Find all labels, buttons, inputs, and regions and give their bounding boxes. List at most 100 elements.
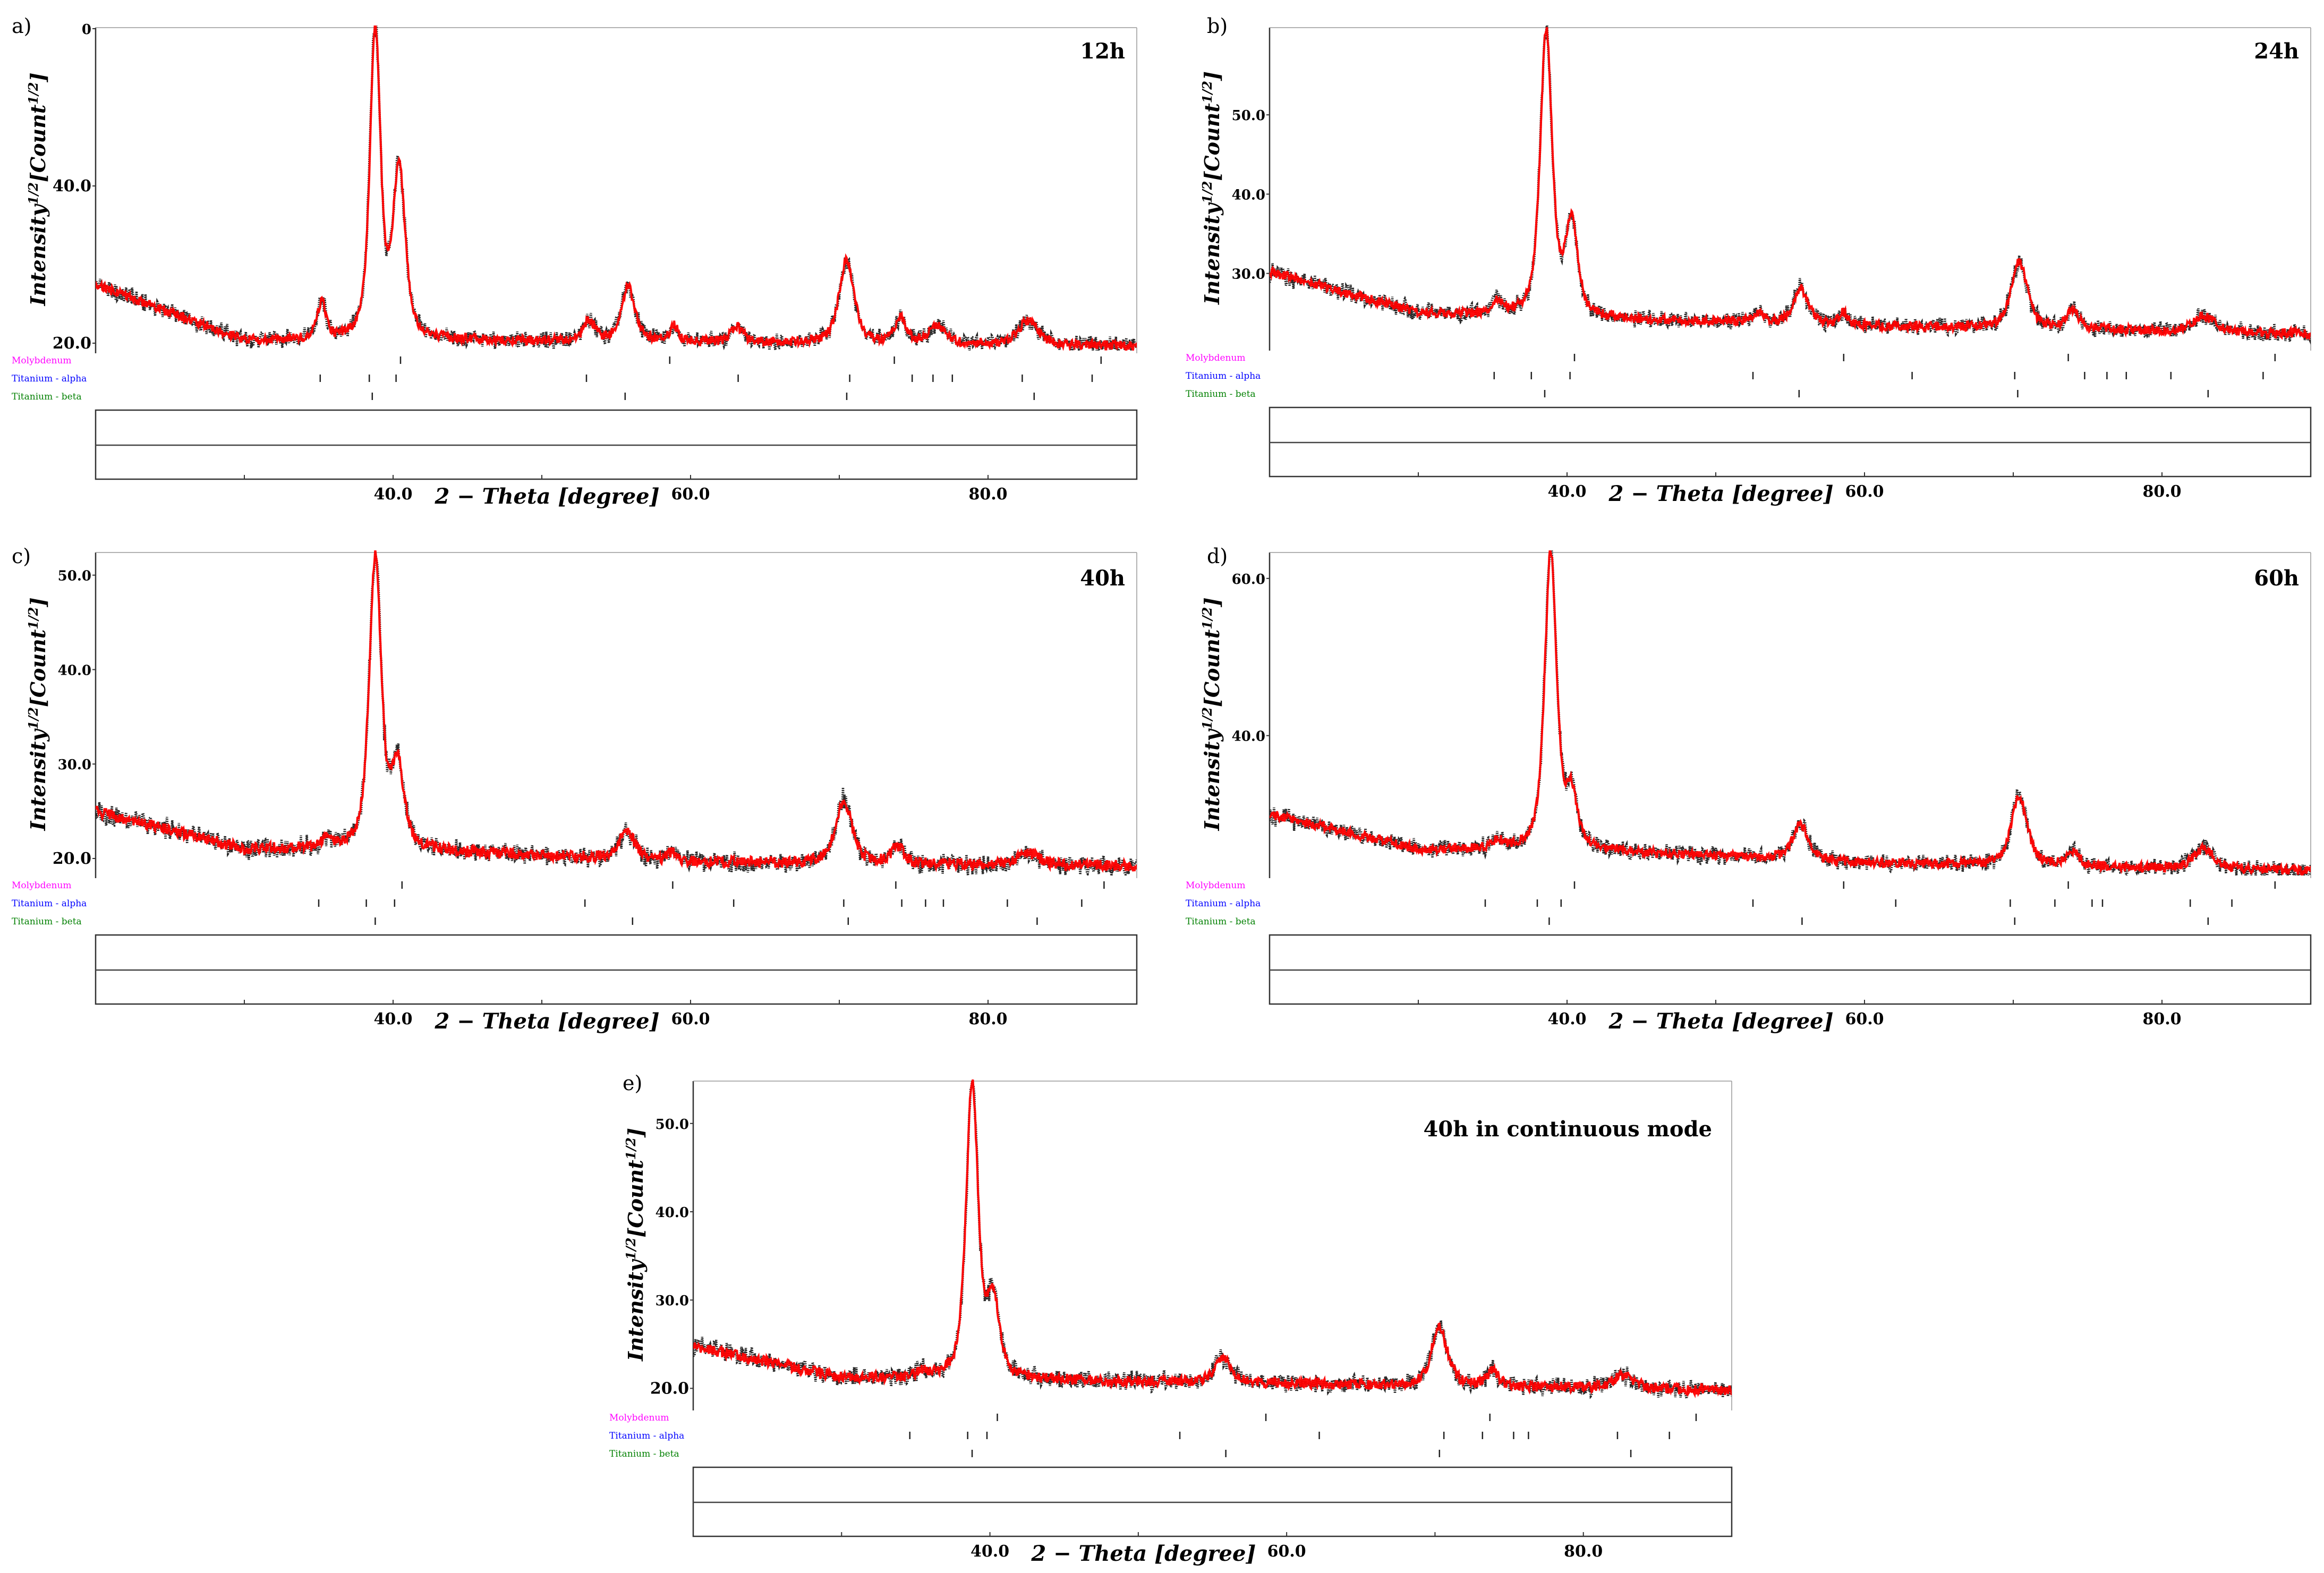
y-label-unit-exp: 1/2 <box>1199 607 1215 630</box>
phase-label: Titanium - alpha <box>609 1431 684 1441</box>
x-tick-label: 80.0 <box>1564 1542 1603 1561</box>
y-tick-label: 40.0 <box>53 177 91 195</box>
y-axis-label: Intensity1/2[Count1/2] <box>1199 71 1224 305</box>
panel-title: 40h in continuous mode <box>1424 1117 1712 1142</box>
x-tick-label: 80.0 <box>968 485 1007 504</box>
x-axis-label: 2 − Theta [degree] <box>1608 481 1833 506</box>
y-tick-label: 30.0 <box>1232 267 1265 283</box>
x-axis-label: 2 − Theta [degree] <box>434 484 659 509</box>
y-tick-label: 20.0 <box>53 849 91 868</box>
x-tick-label: 60.0 <box>671 1010 710 1028</box>
y-label-unit: [Count <box>1200 629 1224 707</box>
panel-title: 40h <box>1080 566 1125 591</box>
y-label-unit-close: ] <box>1200 598 1224 608</box>
x-axis-label: 2 − Theta [degree] <box>434 1009 659 1034</box>
y-tick-label: 0 <box>82 22 91 38</box>
panel-2: b)24h50.040.030.0Intensity1/2[Count1/2]M… <box>1186 14 2312 506</box>
phase-label: Titanium - alpha <box>1186 371 1261 381</box>
panel-5: e) 40h in continuous mode 50.0 40.0 30.0 20.0… <box>609 1072 1733 1566</box>
x-tick-label: 60.0 <box>1267 1542 1306 1561</box>
y-label-unit-exp: 1/2 <box>1199 81 1215 103</box>
calculated-series <box>693 1079 1732 1399</box>
y-label-unit-close: ] <box>26 73 50 83</box>
panel-label: c) <box>12 545 31 568</box>
y-tick-label: 50.0 <box>656 1117 689 1133</box>
y-tick-label: 20.0 <box>53 334 91 353</box>
y-tick-label: 60.0 <box>1232 572 1265 588</box>
x-tick-label: 40.0 <box>373 1010 412 1028</box>
phase-label: Titanium - beta <box>1186 389 1256 399</box>
y-label-exp: 1/2 <box>623 1238 639 1260</box>
plot-area <box>693 1079 1732 1399</box>
y-label-exp: 1/2 <box>1199 707 1215 729</box>
calculated-series <box>96 550 1137 873</box>
y-tick-label: 40.0 <box>1232 729 1265 745</box>
y-tick-label: 30.0 <box>656 1293 689 1309</box>
y-label-exp: 1/2 <box>25 182 41 205</box>
y-label-unit: [Count <box>624 1160 648 1238</box>
panel-title: 12h <box>1080 39 1125 64</box>
observed-series <box>1270 25 2311 345</box>
panel-label: d) <box>1207 545 1228 568</box>
phase-label: Titanium - beta <box>12 916 82 927</box>
x-tick-label: 40.0 <box>1547 1010 1586 1028</box>
phase-label: Titanium - beta <box>1186 916 1256 927</box>
y-axis-label: Intensity1/2[Count1/2] <box>1199 598 1224 831</box>
y-label-main: Intensity <box>26 203 50 306</box>
y-label-unit: [Count <box>1200 103 1224 181</box>
y-tick-label: 40.0 <box>656 1205 689 1221</box>
panel-title: 60h <box>2254 566 2299 591</box>
y-tick-label: 50.0 <box>58 568 91 584</box>
observed-series <box>96 552 1137 875</box>
panel-label: a) <box>12 14 31 38</box>
calculated-series <box>96 25 1137 351</box>
y-label-exp: 1/2 <box>25 707 41 729</box>
x-axis-label: 2 − Theta [degree] <box>1031 1541 1256 1566</box>
calculated-series <box>1270 550 2311 875</box>
y-label-unit-close: ] <box>1200 71 1224 81</box>
y-tick-label: 50.0 <box>1232 108 1265 124</box>
x-tick-label: 80.0 <box>968 1010 1007 1028</box>
plot-area <box>96 550 1137 875</box>
y-label-main: Intensity <box>624 1259 648 1362</box>
panel-4: d)60h60.040.0Intensity1/2[Count1/2]Molyb… <box>1186 545 2312 1034</box>
phase-label: Titanium - alpha <box>12 373 87 384</box>
phase-label: Titanium - alpha <box>12 898 87 909</box>
phase-label: Titanium - alpha <box>1186 898 1261 909</box>
y-label-unit-close: ] <box>624 1128 648 1138</box>
phase-label: Molybdenum <box>1186 353 1246 363</box>
y-label-unit-exp: 1/2 <box>623 1137 639 1160</box>
y-tick-label: 40.0 <box>58 662 91 678</box>
y-label-main: Intensity <box>1200 202 1224 305</box>
x-tick-label: 80.0 <box>2142 1010 2181 1028</box>
y-axis-label: Intensity1/2[Count1/2] <box>25 73 50 307</box>
panel-title: 24h <box>2254 39 2299 64</box>
panel-label: e) <box>623 1072 642 1095</box>
observed-series <box>96 25 1137 351</box>
y-label-unit-close: ] <box>26 598 50 608</box>
y-label-main: Intensity <box>26 728 50 831</box>
plot-area <box>1270 25 2311 345</box>
y-label-main: Intensity <box>1200 728 1224 831</box>
phase-label: Molybdenum <box>12 880 72 891</box>
panel-1: a)12h040.020.0Intensity1/2[Count1/2]Moly… <box>12 14 1138 509</box>
y-axis-label: Intensity1/2[Count1/2] <box>623 1128 648 1362</box>
panel-3: c)40h50.040.030.020.0Intensity1/2[Count1… <box>12 545 1138 1034</box>
y-axis-label: Intensity1/2[Count1/2] <box>25 598 50 831</box>
y-label-exp: 1/2 <box>1199 181 1215 203</box>
phase-label: Molybdenum <box>1186 880 1246 891</box>
x-tick-label: 80.0 <box>2142 482 2181 501</box>
x-tick-label: 40.0 <box>1547 482 1586 501</box>
x-tick-label: 60.0 <box>671 485 710 504</box>
panel-label: b) <box>1207 14 1228 38</box>
x-tick-label: 40.0 <box>373 485 412 504</box>
x-tick-label: 60.0 <box>1845 1010 1884 1028</box>
x-tick-label: 60.0 <box>1845 482 1884 501</box>
x-tick-label: 40.0 <box>971 1542 1009 1561</box>
plot-area <box>96 25 1137 351</box>
y-tick-label: 20.0 <box>650 1379 689 1398</box>
x-axis-label: 2 − Theta [degree] <box>1608 1009 1833 1034</box>
y-label-unit-exp: 1/2 <box>25 607 41 630</box>
observed-series <box>1270 550 2311 875</box>
